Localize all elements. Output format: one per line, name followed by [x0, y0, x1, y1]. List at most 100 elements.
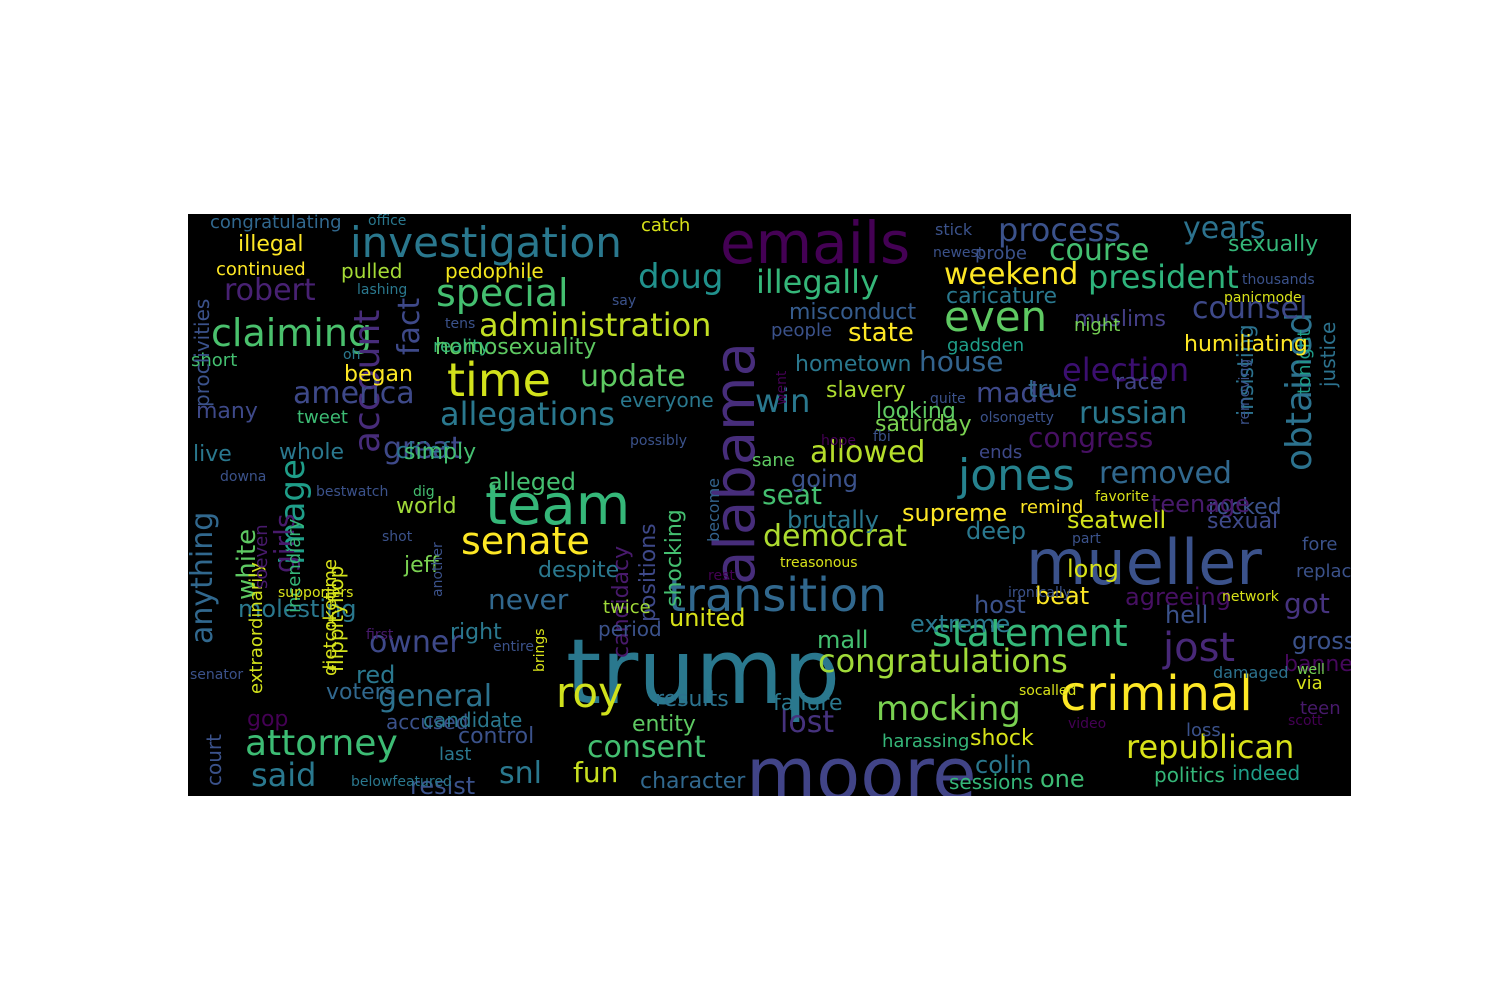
- word-went: went: [774, 370, 790, 405]
- word-gross: gross: [1292, 627, 1351, 655]
- word-molesting: molesting: [238, 595, 357, 623]
- word-results: results: [655, 687, 729, 712]
- word-race: race: [1115, 370, 1164, 395]
- word-going: going: [791, 465, 859, 493]
- word-fun: fun: [573, 756, 619, 789]
- word-accused: accused: [386, 710, 469, 734]
- word-america: america: [293, 376, 415, 411]
- word-process: process: [998, 214, 1121, 249]
- word-allowed: allowed: [810, 435, 926, 470]
- word-politics: politics: [1154, 763, 1225, 787]
- word-snl: snl: [499, 756, 542, 791]
- word-entity: entity: [632, 712, 696, 737]
- word-mall: mall: [817, 626, 869, 654]
- word-dietcoketime: dietcoketime: [320, 559, 341, 676]
- word-treasonous: treasonous: [780, 555, 858, 571]
- word-lost: lost: [780, 705, 835, 740]
- word-fact: fact: [392, 297, 427, 355]
- word-favorite: favorite: [1095, 489, 1150, 505]
- word-statement: statement: [932, 611, 1128, 655]
- word-robert: robert: [224, 273, 316, 308]
- word-host: host: [974, 591, 1026, 619]
- word-damaged: damaged: [1213, 663, 1289, 682]
- word-via: via: [1296, 673, 1323, 694]
- word-newest: newest: [933, 245, 984, 261]
- word-jost: jost: [1163, 625, 1236, 671]
- word-well: well: [1297, 662, 1325, 678]
- word-seat: seat: [762, 478, 822, 511]
- word-ironically: ironically: [1008, 585, 1072, 601]
- word-congress: congress: [1028, 421, 1154, 454]
- word-everyone: everyone: [620, 388, 714, 412]
- word-supporters: supporters: [278, 585, 354, 601]
- word-administration: administration: [479, 306, 712, 344]
- word-ends: ends: [979, 442, 1023, 463]
- word-special: special: [436, 271, 569, 315]
- word-fore: fore: [1302, 534, 1338, 555]
- word-time: time: [447, 353, 551, 407]
- word-stick: stick: [935, 220, 973, 239]
- word-congratulating: congratulating: [210, 214, 342, 233]
- word-proclivities: proclivities: [190, 298, 214, 407]
- word-one: one: [1040, 765, 1085, 793]
- word-voters: voters: [326, 680, 396, 705]
- word-cloud: trump moore mueller emails alabama team invest…: [188, 214, 1351, 796]
- word-seatwell: seatwell: [1067, 506, 1167, 534]
- word-sexual: sexual: [1207, 509, 1279, 534]
- word-character: character: [640, 769, 746, 794]
- word-sane: sane: [752, 450, 795, 471]
- word-soeven: soeven: [251, 524, 272, 589]
- word-gop: gop: [247, 707, 289, 732]
- word-live: live: [193, 442, 232, 467]
- word-many: many: [196, 399, 258, 424]
- word-failure: failure: [773, 691, 843, 716]
- word-chief: chief: [396, 439, 450, 464]
- word-election: election: [1062, 351, 1190, 389]
- word-harassing: harassing: [882, 731, 970, 752]
- word-roy: roy: [556, 668, 623, 717]
- word-removing: removing: [1237, 358, 1253, 425]
- word-president: president: [1088, 258, 1239, 296]
- word-catch: catch: [641, 215, 691, 236]
- word-general: general: [378, 679, 493, 714]
- word-continued: continued: [216, 259, 306, 280]
- word-russian: russian: [1079, 396, 1188, 431]
- word-misconduct: misconduct: [789, 300, 917, 325]
- word-congratulations: congratulations: [818, 642, 1068, 680]
- word-last: last: [439, 744, 472, 765]
- word-united: united: [669, 604, 746, 632]
- word-loss: loss: [1186, 720, 1221, 741]
- word-made: made: [976, 376, 1056, 409]
- word-downa: downa: [220, 469, 267, 485]
- word-court: court: [202, 734, 226, 786]
- word-pulled: pulled: [341, 259, 403, 283]
- word-despite: despite: [538, 558, 620, 583]
- word-world: world: [396, 494, 457, 519]
- word-democrat: democrat: [763, 519, 908, 554]
- word-mocking: mocking: [876, 689, 1021, 729]
- word-tweet: tweet: [297, 407, 348, 428]
- word-senate: senate: [461, 519, 590, 563]
- word-lashing: lashing: [357, 282, 408, 298]
- word-owner: owner: [369, 625, 462, 660]
- word-criminal: criminal: [1060, 666, 1253, 722]
- word-house: house: [919, 345, 1004, 378]
- word-shock: shock: [970, 726, 1034, 751]
- word-another: another: [430, 542, 446, 597]
- word-said: said: [251, 756, 317, 794]
- word-right: right: [450, 620, 502, 645]
- word-muslims: muslims: [1074, 307, 1166, 332]
- word-reality: reality: [433, 336, 490, 357]
- word-humiliating: humiliating: [1184, 332, 1308, 357]
- word-supreme: supreme: [902, 499, 1008, 527]
- word-panicmode: panicmode: [1224, 290, 1302, 306]
- word-illegally: illegally: [756, 263, 879, 301]
- word-attorney: attorney: [245, 723, 398, 764]
- word-removed: removed: [1099, 456, 1232, 491]
- word-course: course: [1049, 233, 1150, 268]
- word-sessions: sessions: [949, 770, 1034, 794]
- word-possibly: possibly: [630, 433, 687, 449]
- word-sexually: sexually: [1228, 232, 1319, 257]
- word-rest: rest: [708, 568, 735, 584]
- word-consent: consent: [587, 730, 706, 765]
